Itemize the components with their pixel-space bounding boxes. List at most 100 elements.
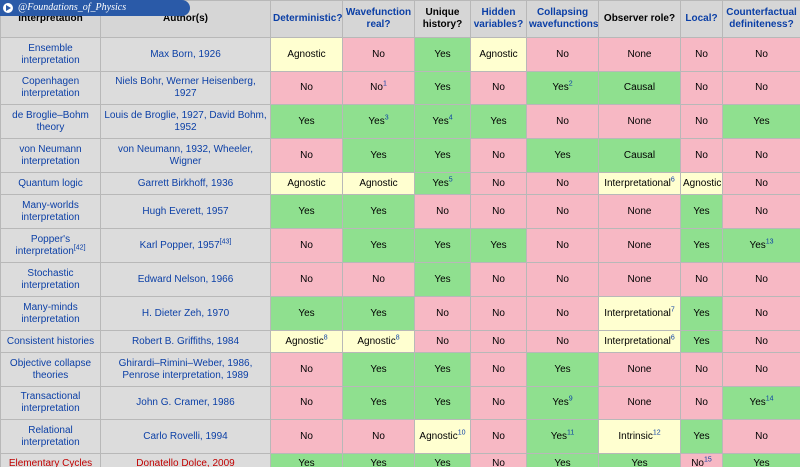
footnote-sup[interactable]: 3 bbox=[384, 114, 389, 122]
value-cell: Yes bbox=[342, 453, 415, 467]
value-cell: Yes5 bbox=[414, 172, 471, 195]
value-text: Agnostic bbox=[683, 177, 722, 189]
value-cell: No bbox=[722, 296, 800, 331]
interpretation-name[interactable]: Many-worlds interpretation bbox=[0, 194, 101, 229]
footnote-sup[interactable]: 12 bbox=[652, 429, 661, 437]
value-cell: No bbox=[526, 296, 599, 331]
author-cell[interactable]: Robert B. Griffiths, 1984 bbox=[100, 330, 271, 353]
interpretation-name[interactable]: Objective collapse theories bbox=[0, 352, 101, 387]
value-text: Causal bbox=[623, 149, 656, 161]
header-wavefunction-real[interactable]: Wavefunction real? bbox=[342, 0, 415, 38]
value-cell: No1 bbox=[342, 71, 415, 105]
footnote-sup[interactable]: 9 bbox=[568, 395, 573, 403]
interpretation-name-text: Transactional interpretation bbox=[20, 391, 81, 414]
author-cell[interactable]: Donatello Dolce, 2009 bbox=[100, 453, 271, 467]
footnote-sup[interactable]: 8 bbox=[395, 334, 400, 342]
value-text: No bbox=[300, 82, 313, 93]
header-collapsing-wavefunctions[interactable]: Collapsing wavefunctions? bbox=[526, 0, 599, 38]
value-text: No bbox=[492, 363, 505, 375]
interpretation-name[interactable]: Quantum logic bbox=[0, 172, 101, 195]
value-text: Yes bbox=[370, 397, 387, 408]
author-cell[interactable]: Ghirardi–Rimini–Weber, 1986, Penrose int… bbox=[100, 352, 271, 387]
interpretation-name[interactable]: Transactional interpretation bbox=[0, 386, 101, 420]
author-cell[interactable]: Edward Nelson, 1966 bbox=[100, 262, 271, 297]
header-deterministic[interactable]: Deterministic? bbox=[270, 0, 343, 38]
footnote-sup[interactable]: 8 bbox=[323, 334, 328, 342]
value-cell: No bbox=[722, 138, 800, 173]
table-row: Elementary Cycles Donatello Dolce, 2009 Ye… bbox=[0, 453, 800, 467]
value-text: No bbox=[492, 335, 505, 347]
value-cell: Agnostic bbox=[342, 172, 415, 195]
interpretation-name[interactable]: Copenhagen interpretation bbox=[0, 71, 101, 105]
value-cell: Yes bbox=[414, 37, 471, 72]
value-text: Agnostic bbox=[285, 335, 324, 347]
author-cell[interactable]: Niels Bohr, Werner Heisenberg, 1927 bbox=[100, 71, 271, 105]
value-text: Yes bbox=[434, 149, 451, 161]
footnote-sup[interactable]: 7 bbox=[670, 306, 675, 314]
value-cell: Yes bbox=[470, 104, 527, 139]
value-text: Yes bbox=[490, 115, 507, 127]
value-text: No bbox=[695, 115, 708, 127]
interpretation-name[interactable]: von Neumann interpretation bbox=[0, 138, 101, 173]
reference-sup[interactable]: [42] bbox=[73, 244, 86, 252]
author-cell[interactable]: Louis de Broglie, 1927, David Bohm, 1952 bbox=[100, 104, 271, 139]
value-cell: Yes bbox=[680, 419, 723, 454]
value-text: No bbox=[695, 149, 708, 161]
footnote-sup[interactable]: 1 bbox=[382, 80, 387, 88]
header-hidden-variables[interactable]: Hidden variables? bbox=[470, 0, 527, 38]
interpretation-name[interactable]: Many-minds interpretation bbox=[0, 296, 101, 331]
value-text: None bbox=[627, 239, 652, 251]
footnote-sup[interactable]: 2 bbox=[568, 80, 573, 88]
author-cell[interactable]: von Neumann, 1932, Wheeler, Wigner bbox=[100, 138, 271, 173]
author-cell[interactable]: Carlo Rovelli, 1994 bbox=[100, 419, 271, 454]
header-local[interactable]: Local? bbox=[680, 0, 723, 38]
value-text: No bbox=[492, 430, 505, 442]
value-text: No bbox=[695, 82, 708, 93]
interpretation-name[interactable]: Elementary Cycles bbox=[0, 453, 101, 467]
value-text: No bbox=[695, 397, 708, 408]
author-cell[interactable]: Max Born, 1926 bbox=[100, 37, 271, 72]
value-text: No bbox=[300, 430, 313, 442]
value-text: No bbox=[300, 149, 313, 161]
value-cell: Yes bbox=[270, 194, 343, 229]
author-text: Edward Nelson, 1966 bbox=[137, 273, 234, 285]
author-cell[interactable]: H. Dieter Zeh, 1970 bbox=[100, 296, 271, 331]
interpretation-name[interactable]: Ensemble interpretation bbox=[0, 37, 101, 72]
interpretation-name-text: de Broglie–Bohm theory bbox=[12, 109, 89, 133]
author-cell[interactable]: Karl Popper, 1957[43] bbox=[100, 228, 271, 263]
footnote-sup[interactable]: 11 bbox=[567, 429, 575, 437]
footnote-sup[interactable]: 4 bbox=[448, 114, 453, 122]
footnote-sup[interactable]: 14 bbox=[765, 395, 774, 403]
table-row: Copenhagen interpretation Niels Bohr, Wer… bbox=[0, 71, 800, 105]
author-cell[interactable]: Garrett Birkhoff, 1936 bbox=[100, 172, 271, 195]
author-text: Robert B. Griffiths, 1984 bbox=[131, 335, 240, 347]
header-counterfactual[interactable]: Counterfactual definiteness? bbox=[722, 0, 800, 38]
author-cell[interactable]: John G. Cramer, 1986 bbox=[100, 386, 271, 420]
value-text: Yes bbox=[490, 239, 507, 251]
footnote-sup[interactable]: 6 bbox=[670, 334, 675, 342]
author-cell[interactable]: Hugh Everett, 1957 bbox=[100, 194, 271, 229]
interpretation-name[interactable]: Stochastic interpretation bbox=[0, 262, 101, 297]
author-text: Hugh Everett, 1957 bbox=[142, 205, 229, 217]
interpretation-name-text: Elementary Cycles bbox=[8, 457, 93, 467]
value-cell: Yes bbox=[526, 352, 599, 387]
interpretation-name[interactable]: Consistent histories bbox=[0, 330, 101, 353]
value-text: No bbox=[556, 335, 569, 347]
footnote-sup[interactable]: 13 bbox=[765, 238, 774, 246]
footnote-sup[interactable]: 6 bbox=[670, 176, 675, 184]
table-row: Consistent histories Robert B. Griffiths,… bbox=[0, 330, 800, 353]
author-text: Donatello Dolce, 2009 bbox=[136, 457, 235, 467]
interpretation-name-text: Popper's interpretation bbox=[15, 233, 74, 257]
reference-sup[interactable]: [43] bbox=[219, 238, 232, 246]
interpretation-name[interactable]: de Broglie–Bohm theory bbox=[0, 104, 101, 139]
interpretation-name[interactable]: Popper's interpretation[42] bbox=[0, 228, 101, 263]
value-text: Yes bbox=[434, 457, 451, 467]
value-text: Agnostic bbox=[287, 48, 326, 60]
value-cell: No bbox=[270, 228, 343, 263]
footnote-sup[interactable]: 15 bbox=[704, 456, 712, 464]
value-text: Yes bbox=[368, 115, 385, 127]
footnote-sup[interactable]: 10 bbox=[457, 429, 466, 437]
interpretation-name[interactable]: Relational interpretation bbox=[0, 419, 101, 454]
footnote-sup[interactable]: 5 bbox=[448, 176, 453, 184]
author-text: Niels Bohr, Werner Heisenberg, 1927 bbox=[115, 76, 256, 99]
